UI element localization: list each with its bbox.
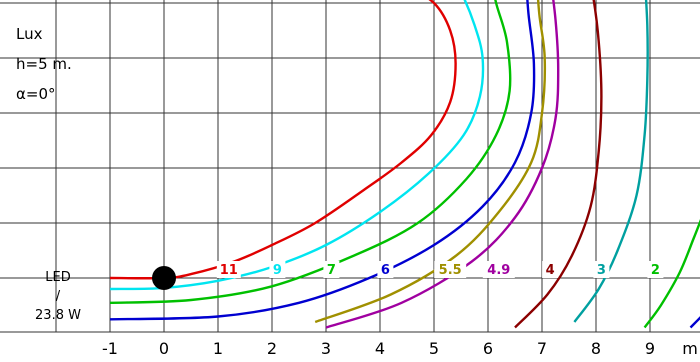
x-tick-label: 4 bbox=[375, 339, 385, 358]
curve-label-background bbox=[482, 261, 515, 278]
x-axis-ticks: -1 0 1 2 3 4 5 6 7 8 9 bbox=[102, 339, 655, 358]
x-axis-label: m bbox=[682, 339, 698, 358]
isolux-curve-7 bbox=[109, 0, 512, 304]
isolux-curves bbox=[109, 0, 700, 329]
isolux-curve-9 bbox=[109, 0, 485, 291]
x-tick-label: 6 bbox=[483, 339, 493, 358]
curve-label-9: 9 bbox=[273, 263, 282, 278]
curve-labels: 11 9 7 6 5.5 4.9 4 3 2 bbox=[216, 261, 664, 278]
curve-label-background bbox=[434, 261, 467, 278]
isolux-curve-6 bbox=[109, 0, 536, 321]
isolux-curve-5-5 bbox=[314, 0, 547, 324]
x-tick-label: 5 bbox=[429, 339, 439, 358]
curve-label-background bbox=[269, 261, 286, 278]
x-tick-label: 0 bbox=[159, 339, 169, 358]
x-tick-label: 9 bbox=[645, 339, 655, 358]
curve-label-background bbox=[647, 261, 664, 278]
isolux-curve-2 bbox=[643, 218, 700, 329]
curve-label-background bbox=[377, 261, 394, 278]
isolux-curve-3 bbox=[573, 0, 649, 323]
x-tick-label: 3 bbox=[321, 339, 331, 358]
isolux-curve-edge bbox=[689, 316, 700, 329]
isolux-curve-11 bbox=[109, 0, 457, 280]
lamp-power-label: 23.8 W bbox=[35, 308, 81, 323]
x-tick-label: 2 bbox=[267, 339, 277, 358]
curve-label-background bbox=[323, 261, 340, 278]
angle-label: α=0° bbox=[16, 85, 56, 103]
isolux-curve-4-9 bbox=[325, 0, 560, 329]
x-tick-label: 7 bbox=[537, 339, 547, 358]
curve-label-2: 2 bbox=[651, 263, 660, 278]
curve-label-5-5: 5.5 bbox=[439, 263, 462, 278]
curve-label-background bbox=[593, 261, 610, 278]
lamp-type-label: LED bbox=[45, 270, 70, 285]
x-tick-label: 1 bbox=[213, 339, 223, 358]
curve-label-7: 7 bbox=[327, 263, 336, 278]
curve-label-4: 4 bbox=[546, 263, 555, 278]
isolux-curve-4 bbox=[514, 0, 603, 329]
lamp-separator-label: / bbox=[56, 289, 61, 304]
curve-label-background bbox=[542, 261, 559, 278]
x-tick-label: -1 bbox=[102, 339, 118, 358]
curve-label-4-9: 4.9 bbox=[487, 263, 510, 278]
curve-label-11: 11 bbox=[220, 263, 238, 278]
curve-label-background bbox=[216, 261, 241, 278]
curve-label-3: 3 bbox=[597, 263, 606, 278]
height-label: h=5 m. bbox=[16, 55, 72, 73]
x-tick-label: 8 bbox=[591, 339, 601, 358]
luminaire-marker bbox=[152, 266, 176, 290]
curve-label-6: 6 bbox=[381, 263, 390, 278]
unit-label: Lux bbox=[16, 25, 43, 43]
